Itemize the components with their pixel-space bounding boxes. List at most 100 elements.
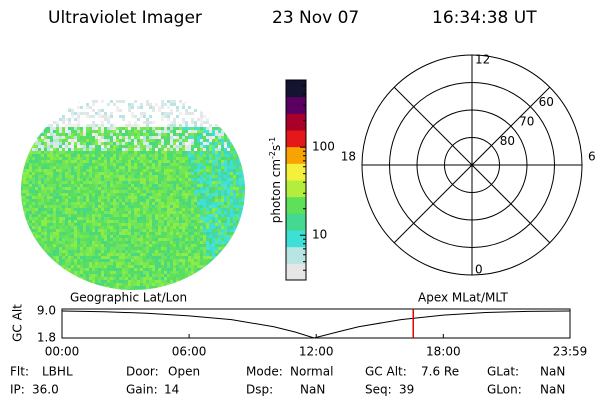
pixel — [110, 202, 113, 205]
pixel — [173, 139, 176, 142]
pixel — [215, 148, 218, 151]
pixel — [197, 250, 200, 253]
pixel — [233, 142, 236, 145]
pixel — [221, 211, 224, 214]
pixel — [161, 139, 164, 142]
pixel — [197, 274, 200, 277]
pixel — [128, 229, 131, 232]
pixel — [44, 265, 47, 268]
pixel — [140, 184, 143, 187]
pixel — [38, 187, 41, 190]
mlt-label: 6 — [588, 150, 596, 164]
pixel — [170, 199, 173, 202]
pixel — [209, 130, 212, 133]
pixel — [122, 280, 125, 283]
pixel — [23, 142, 26, 145]
pixel — [227, 142, 230, 145]
pixel — [83, 283, 86, 286]
pixel — [224, 256, 227, 259]
pixel — [236, 265, 239, 268]
pixel — [128, 259, 131, 262]
pixel — [32, 139, 35, 142]
pixel — [131, 181, 134, 184]
pixel — [62, 196, 65, 199]
pixel — [29, 274, 32, 277]
pixel — [35, 202, 38, 205]
pixel — [212, 259, 215, 262]
pixel — [182, 187, 185, 190]
pixel — [182, 166, 185, 169]
pixel — [179, 271, 182, 274]
pixel — [185, 274, 188, 277]
pixel — [245, 241, 248, 244]
pixel — [107, 103, 110, 106]
pixel — [131, 247, 134, 250]
pixel — [224, 148, 227, 151]
pixel — [101, 274, 104, 277]
pixel — [188, 244, 191, 247]
pixel — [206, 208, 209, 211]
pixel — [23, 268, 26, 271]
pixel — [137, 262, 140, 265]
pixel — [71, 244, 74, 247]
pixel — [86, 160, 89, 163]
pixel — [224, 211, 227, 214]
pixel — [35, 142, 38, 145]
pixel — [92, 205, 95, 208]
pixel — [230, 130, 233, 133]
pixel — [203, 274, 206, 277]
pixel — [164, 139, 167, 142]
pixel — [122, 187, 125, 190]
pixel — [185, 166, 188, 169]
pixel — [62, 163, 65, 166]
pixel — [65, 160, 68, 163]
pixel — [176, 265, 179, 268]
pixel — [21, 268, 23, 271]
pixel — [143, 127, 146, 130]
pixel — [74, 250, 77, 253]
pixel — [173, 271, 176, 274]
pixel — [21, 133, 23, 136]
pixel — [110, 262, 113, 265]
pixel — [164, 136, 167, 139]
pixel — [212, 202, 215, 205]
pixel — [152, 172, 155, 175]
pixel — [209, 244, 212, 247]
pixel — [74, 283, 77, 286]
pixel — [29, 208, 32, 211]
pixel — [98, 280, 101, 283]
pixel — [164, 142, 167, 145]
pixel — [26, 136, 29, 139]
pixel — [143, 121, 146, 124]
pixel — [179, 220, 182, 223]
pixel — [59, 256, 62, 259]
pixel — [125, 268, 128, 271]
pixel — [23, 235, 26, 238]
pixel — [41, 133, 44, 136]
pixel — [203, 232, 206, 235]
pixel — [89, 286, 92, 289]
pixel — [98, 229, 101, 232]
pixel — [191, 163, 194, 166]
pixel — [44, 136, 47, 139]
pixel — [107, 172, 110, 175]
pixel — [113, 154, 116, 157]
pixel — [98, 268, 101, 271]
pixel — [212, 205, 215, 208]
pixel — [125, 247, 128, 250]
pixel — [185, 235, 188, 238]
pixel — [134, 199, 137, 202]
pixel — [179, 208, 182, 211]
pixel — [77, 193, 80, 196]
pixel — [158, 277, 161, 280]
pixel — [167, 214, 170, 217]
pixel — [62, 223, 65, 226]
pixel — [56, 160, 59, 163]
pixel — [59, 193, 62, 196]
pixel — [146, 145, 149, 148]
pixel — [53, 256, 56, 259]
pixel — [239, 277, 242, 280]
pixel — [197, 289, 200, 290]
pixel — [245, 220, 248, 223]
pixel — [161, 277, 164, 280]
